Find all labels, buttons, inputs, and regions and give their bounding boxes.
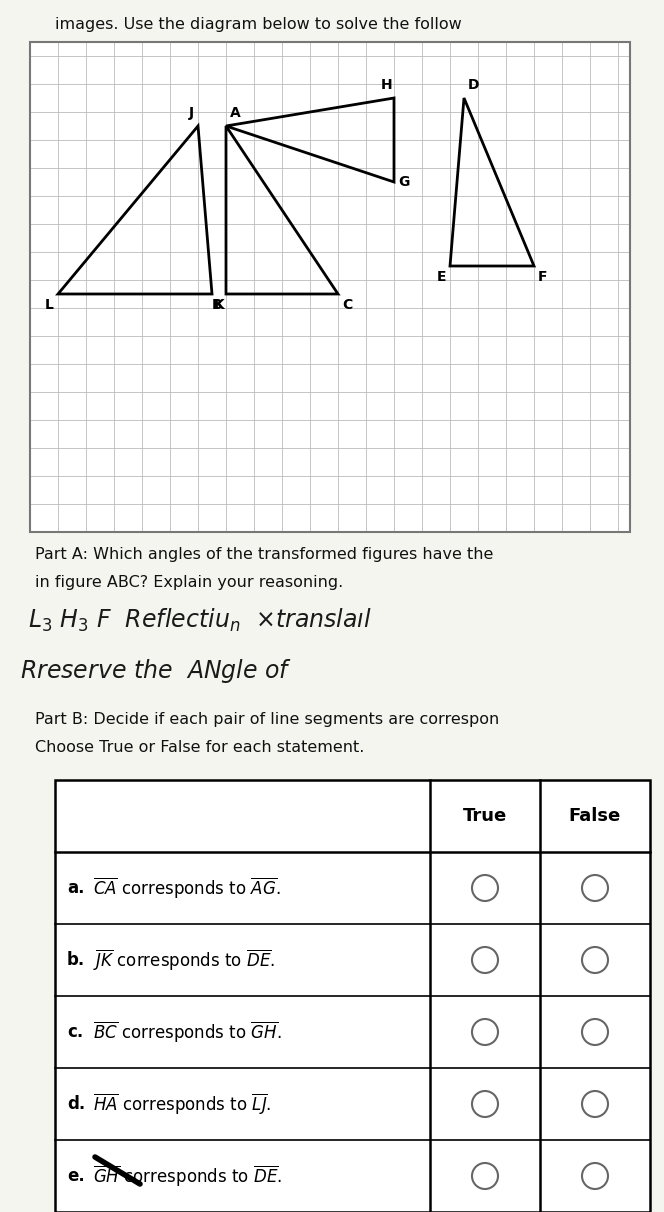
Text: $\overline{BC}$ corresponds to $\overline{GH}$.: $\overline{BC}$ corresponds to $\overlin… [93,1019,282,1045]
Bar [30,42,630,532]
Text: True: True [463,807,507,825]
Bar [55,781,650,1212]
Text: G: G [398,175,410,189]
Text: F: F [538,270,548,284]
Text: a.: a. [67,879,84,897]
Text: d.: d. [67,1094,85,1113]
Text: E: E [436,270,446,284]
Text: $\mathit{L_3}$ $\mathit{H_3}$ $\mathit{F}$  $\mathit{Reflectiu_n}$  $\mathit{\ti: $\mathit{L_3}$ $\mathit{H_3}$ $\mathit{F… [28,607,372,634]
Text: $\mathit{Rreserve}$ $\mathit{the}$  $\mathit{ANgle}$ $\mathit{of}$: $\mathit{Rreserve}$ $\mathit{the}$ $\mat… [20,657,292,685]
Text: c.: c. [67,1023,83,1041]
Text: D: D [468,78,479,92]
Text: Part A: Which angles of the transformed figures have the: Part A: Which angles of the transformed … [35,547,493,562]
Text: K: K [214,298,224,311]
Text: C: C [342,298,352,311]
Text: e.: e. [67,1167,85,1185]
Text: $\overline{JK}$ corresponds to $\overline{DE}$.: $\overline{JK}$ corresponds to $\overlin… [93,948,276,972]
Text: False: False [569,807,621,825]
Text: images. Use the diagram below to solve the follow: images. Use the diagram below to solve t… [55,17,461,32]
Text: J: J [189,105,194,120]
Text: $\overline{CA}$ corresponds to $\overline{AG}$.: $\overline{CA}$ corresponds to $\overlin… [93,875,281,901]
Text: L: L [45,298,54,311]
Text: B: B [211,298,222,311]
Text: $\overline{GH}$ corresponds to $\overline{DE}$.: $\overline{GH}$ corresponds to $\overlin… [93,1164,282,1189]
Text: Choose True or False for each statement.: Choose True or False for each statement. [35,741,365,755]
Text: A: A [230,105,241,120]
Text: in figure ABC? Explain your reasoning.: in figure ABC? Explain your reasoning. [35,574,343,590]
Text: $\overline{HA}$ corresponds to $\overline{LJ}$.: $\overline{HA}$ corresponds to $\overlin… [93,1092,272,1116]
Bar [30,42,630,532]
Text: b.: b. [67,951,85,970]
Text: Part B: Decide if each pair of line segments are correspon: Part B: Decide if each pair of line segm… [35,711,499,727]
Text: H: H [380,78,392,92]
